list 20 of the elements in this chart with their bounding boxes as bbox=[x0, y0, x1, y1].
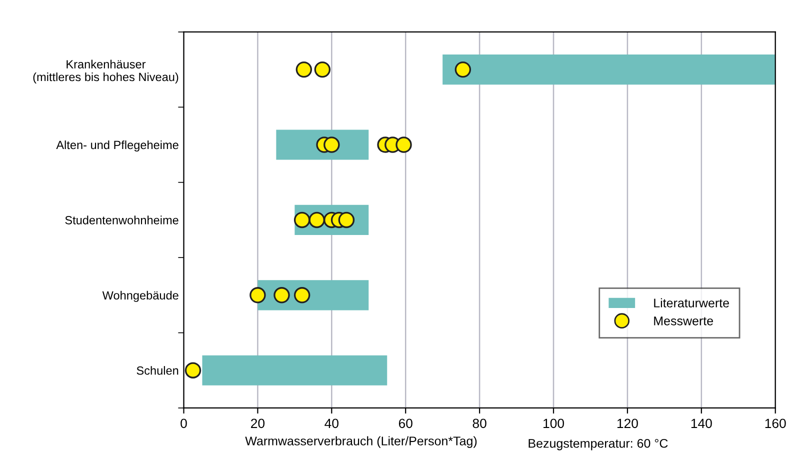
x-tick-label: 80 bbox=[472, 418, 486, 428]
y-tick-label: Studentenwohnheime bbox=[65, 216, 178, 224]
text: Bezugstemperatur: 60 °C bbox=[528, 438, 668, 450]
bar bbox=[202, 355, 388, 386]
x-tick-label: 0 bbox=[180, 418, 187, 428]
legend-label: Messwerte bbox=[654, 316, 713, 326]
y-tick-label: Krankenhäuser (mittleres bis hohes Niveau) bbox=[33, 60, 178, 84]
x-tick-label: 60 bbox=[398, 418, 412, 428]
x-tick-label: 20 bbox=[251, 418, 265, 428]
x-tick-label: 160 bbox=[765, 418, 786, 428]
x-tick-label: 100 bbox=[544, 418, 564, 428]
x-tick-label: 40 bbox=[324, 418, 338, 428]
x-axis-title: Warmwasserverbrauch (Liter/Person*Tag) bbox=[245, 436, 477, 448]
y-tick-label: Wohngebäude bbox=[102, 290, 178, 302]
y-tick-label: Alten- und Pflegeheime bbox=[56, 140, 178, 152]
x-tick-label: 140 bbox=[691, 418, 712, 428]
y-tick-label: Schulen bbox=[136, 366, 178, 375]
bar bbox=[442, 54, 776, 85]
x-tick-label: 120 bbox=[617, 418, 638, 428]
legend-label: Literaturwerte bbox=[654, 298, 729, 308]
